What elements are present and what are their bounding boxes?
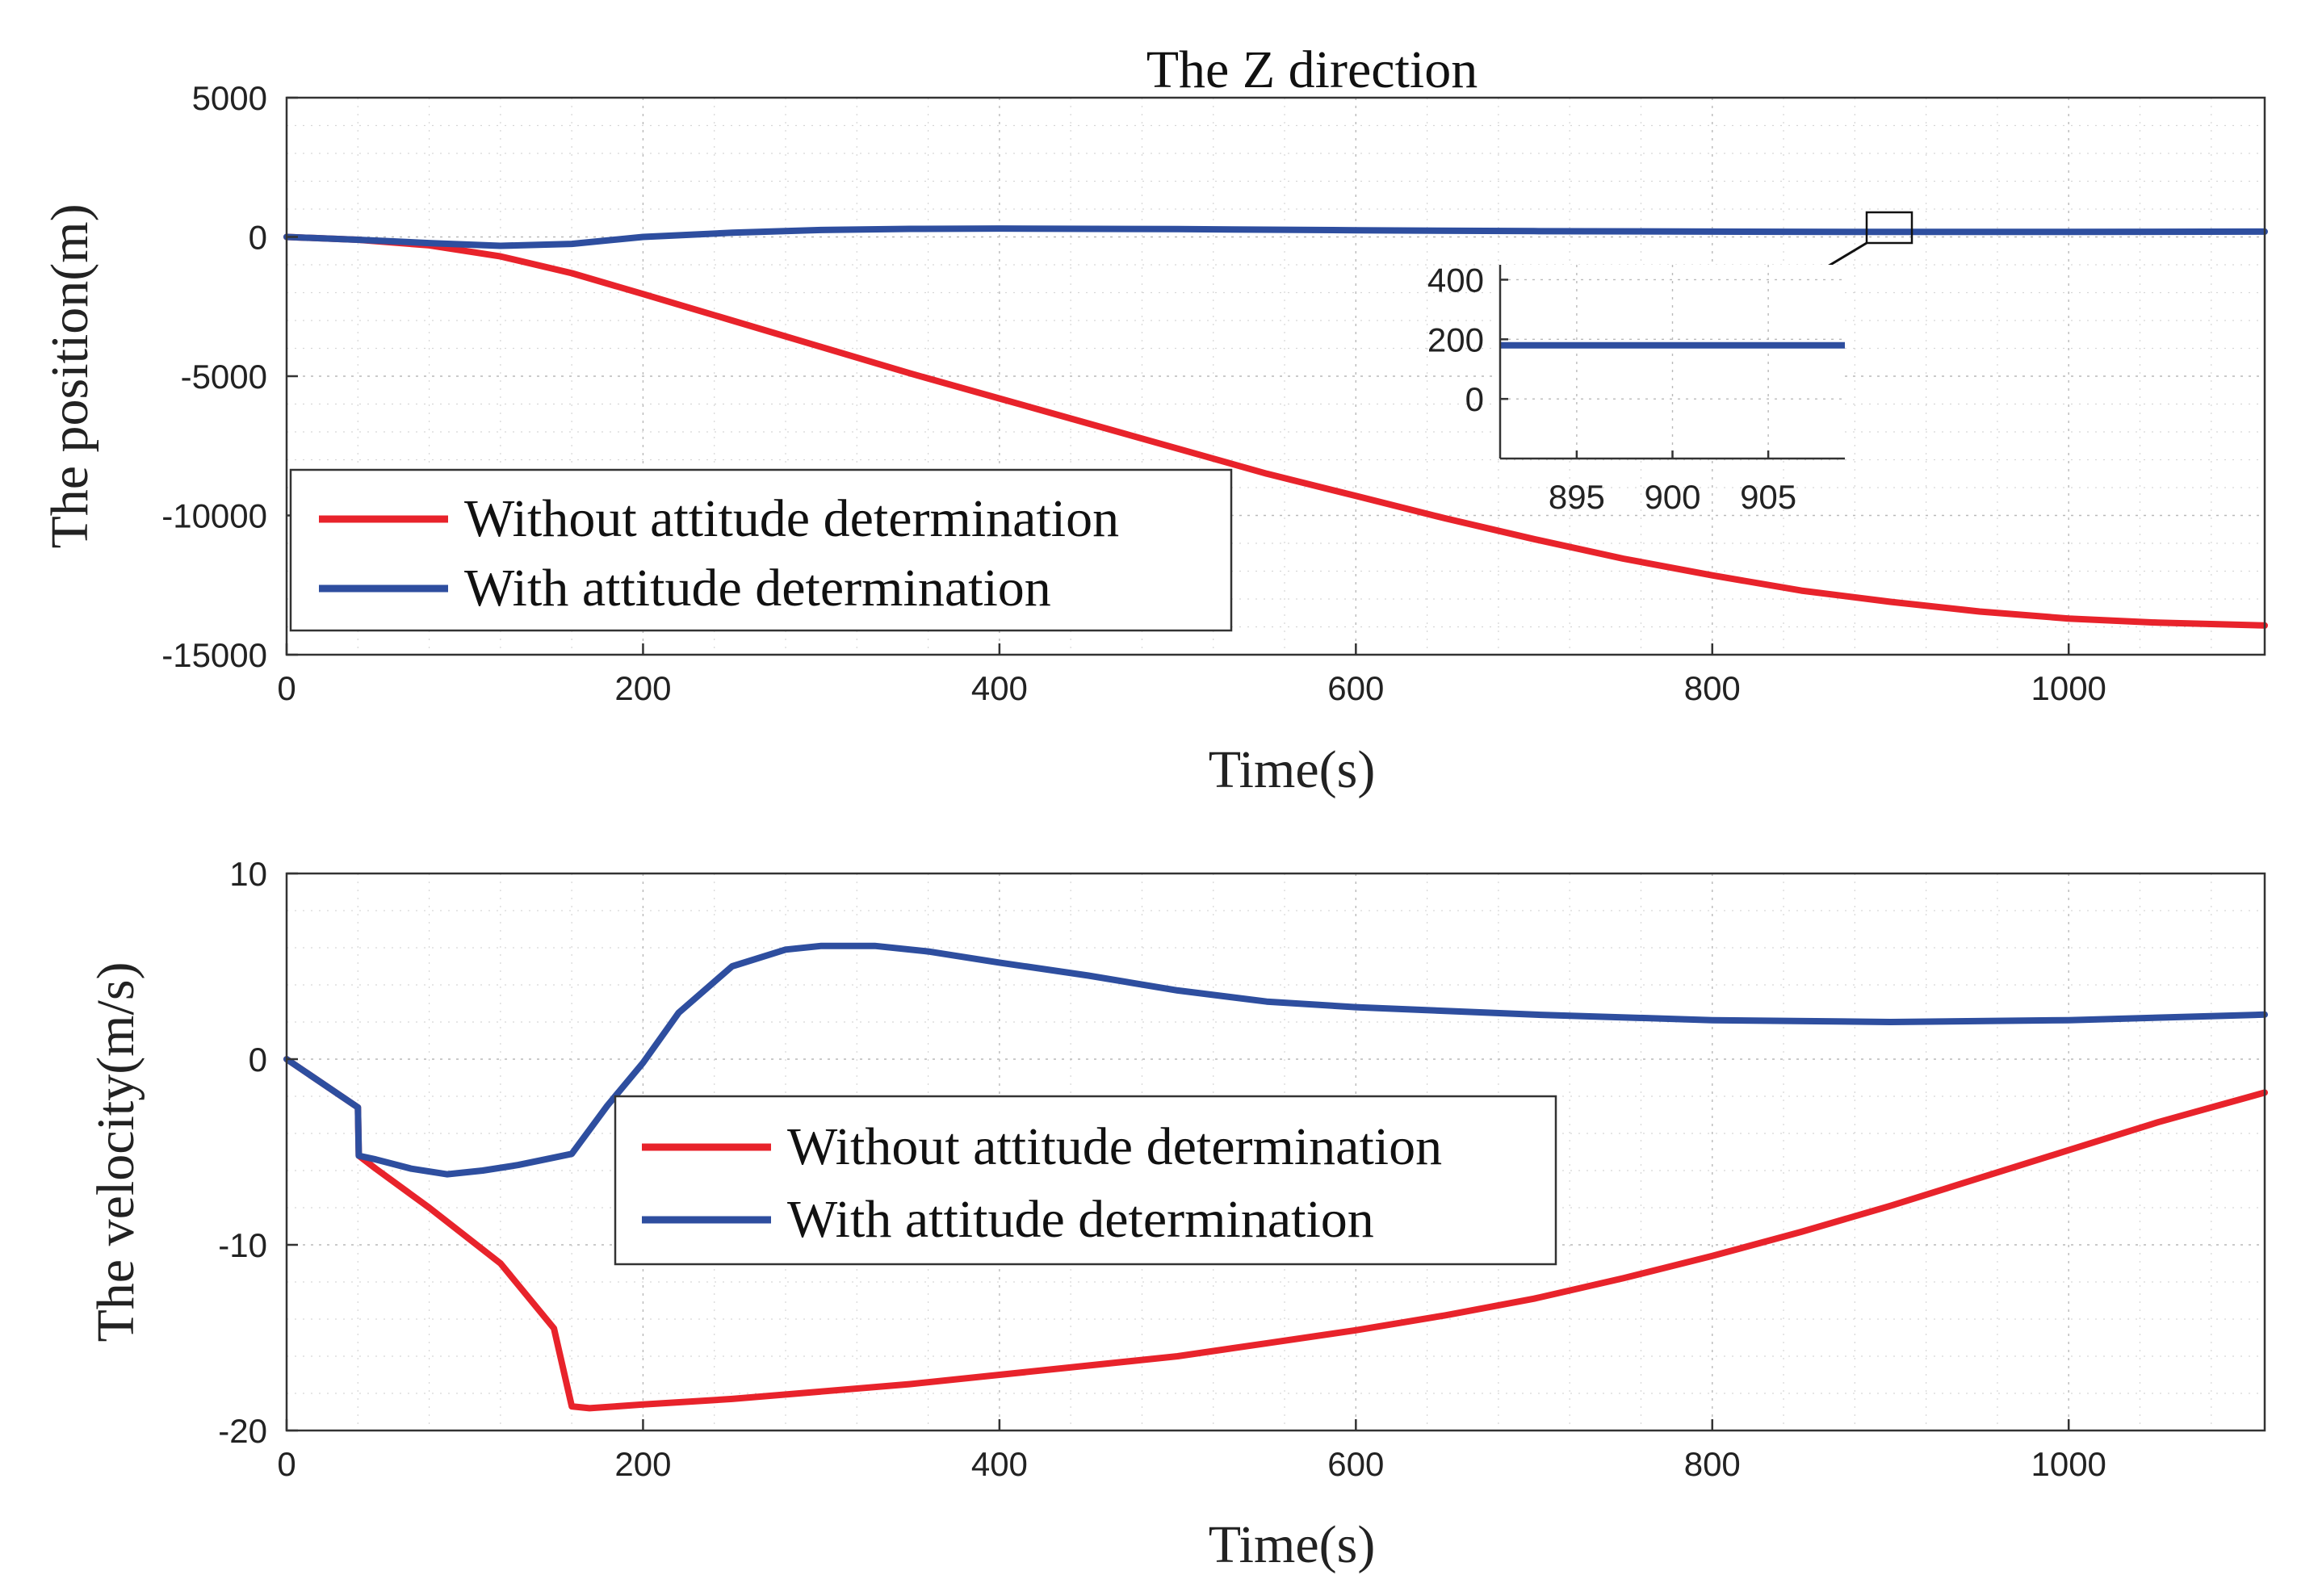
position-y-tick-label: 5000 <box>192 79 267 117</box>
position-x-label: Time(s) <box>1209 740 1376 799</box>
inset-y-tick-label: 400 <box>1427 261 1484 299</box>
velocity-y-tick-label: 10 <box>229 855 267 893</box>
position-x-tick-label: 400 <box>971 669 1028 707</box>
velocity-legend-box <box>614 1095 1557 1266</box>
velocity-plot-frame <box>285 872 2266 1432</box>
position-legend-label-without: Without attitude determination <box>464 489 1119 548</box>
velocity-x-tick-label: 400 <box>971 1445 1028 1483</box>
velocity-x-ticks: 0 200 400 600 800 1000 <box>277 1419 2106 1483</box>
velocity-x-tick-label: 600 <box>1327 1445 1384 1483</box>
position-series <box>283 225 2268 629</box>
velocity-y-tick-label: -10 <box>218 1226 267 1264</box>
position-y-ticks: 5000 0 -5000 -10000 -15000 <box>161 79 298 674</box>
velocity-x-label: Time(s) <box>1209 1515 1376 1574</box>
velocity-x-tick-label: 1000 <box>2031 1445 2106 1483</box>
zoom-inset: 895 900 905 400 200 0 <box>1427 261 1845 516</box>
velocity-series-line-with-attitude <box>283 942 2268 1178</box>
position-y-tick-label: 0 <box>249 219 267 257</box>
inset-background <box>1498 265 1845 459</box>
position-x-tick-label: 200 <box>614 669 671 707</box>
velocity-y-label: The velocity(m/s) <box>86 961 145 1342</box>
inset-x-ticks: 895 900 905 <box>1549 450 1796 516</box>
position-legend-box <box>289 468 1233 632</box>
velocity-x-tick-label: 800 <box>1684 1445 1741 1483</box>
figure-title: The Z direction <box>1146 40 1478 99</box>
position-y-tick-label: -5000 <box>181 358 267 396</box>
position-x-tick-label: 0 <box>277 669 296 707</box>
velocity-x-tick-label: 0 <box>277 1445 296 1483</box>
velocity-chart: 0 200 400 600 800 1000 10 0 -10 -20 Time(s) The … <box>86 855 2268 1574</box>
position-series-line-without-attitude <box>283 233 2268 629</box>
inset-y-tick-label: 0 <box>1465 380 1484 418</box>
position-minor-grid <box>287 98 2265 655</box>
position-y-tick-label: -15000 <box>161 636 267 674</box>
velocity-y-tick-label: 0 <box>249 1041 267 1079</box>
position-x-tick-label: 600 <box>1327 669 1384 707</box>
inset-x-tick-label: 900 <box>1644 478 1700 516</box>
position-y-label: The position(m) <box>40 203 99 548</box>
inset-y-tick-label: 200 <box>1427 320 1484 358</box>
position-legend: Without attitude determination With atti… <box>289 468 1233 632</box>
velocity-y-tick-label: -20 <box>218 1412 267 1450</box>
velocity-series-line-without-attitude <box>283 1056 2268 1412</box>
inset-x-tick-label: 895 <box>1549 478 1605 516</box>
zoom-region-marker <box>1865 211 1913 245</box>
inset-y-ticks: 400 200 0 <box>1427 261 1508 418</box>
position-x-ticks: 0 200 400 600 800 1000 <box>277 643 2106 707</box>
inset-grid <box>1500 265 1845 459</box>
velocity-x-tick-label: 200 <box>614 1445 671 1483</box>
velocity-legend-label-without: Without attitude determination <box>787 1117 1442 1176</box>
position-series-line-with-attitude <box>283 225 2268 249</box>
position-x-tick-label: 1000 <box>2031 669 2106 707</box>
velocity-series <box>283 942 2268 1412</box>
velocity-y-ticks: 10 0 -10 -20 <box>218 855 298 1450</box>
inset-x-tick-label: 905 <box>1740 478 1796 516</box>
position-chart: 0 200 400 600 800 1000 5000 0 -5000 -10000 -15000… <box>40 79 2268 799</box>
velocity-legend-label-with: With attitude determination <box>787 1190 1374 1249</box>
velocity-legend: Without attitude determination With atti… <box>614 1095 1557 1266</box>
position-x-tick-label: 800 <box>1684 669 1741 707</box>
position-y-tick-label: -10000 <box>161 497 267 535</box>
position-legend-label-with: With attitude determination <box>464 559 1051 618</box>
